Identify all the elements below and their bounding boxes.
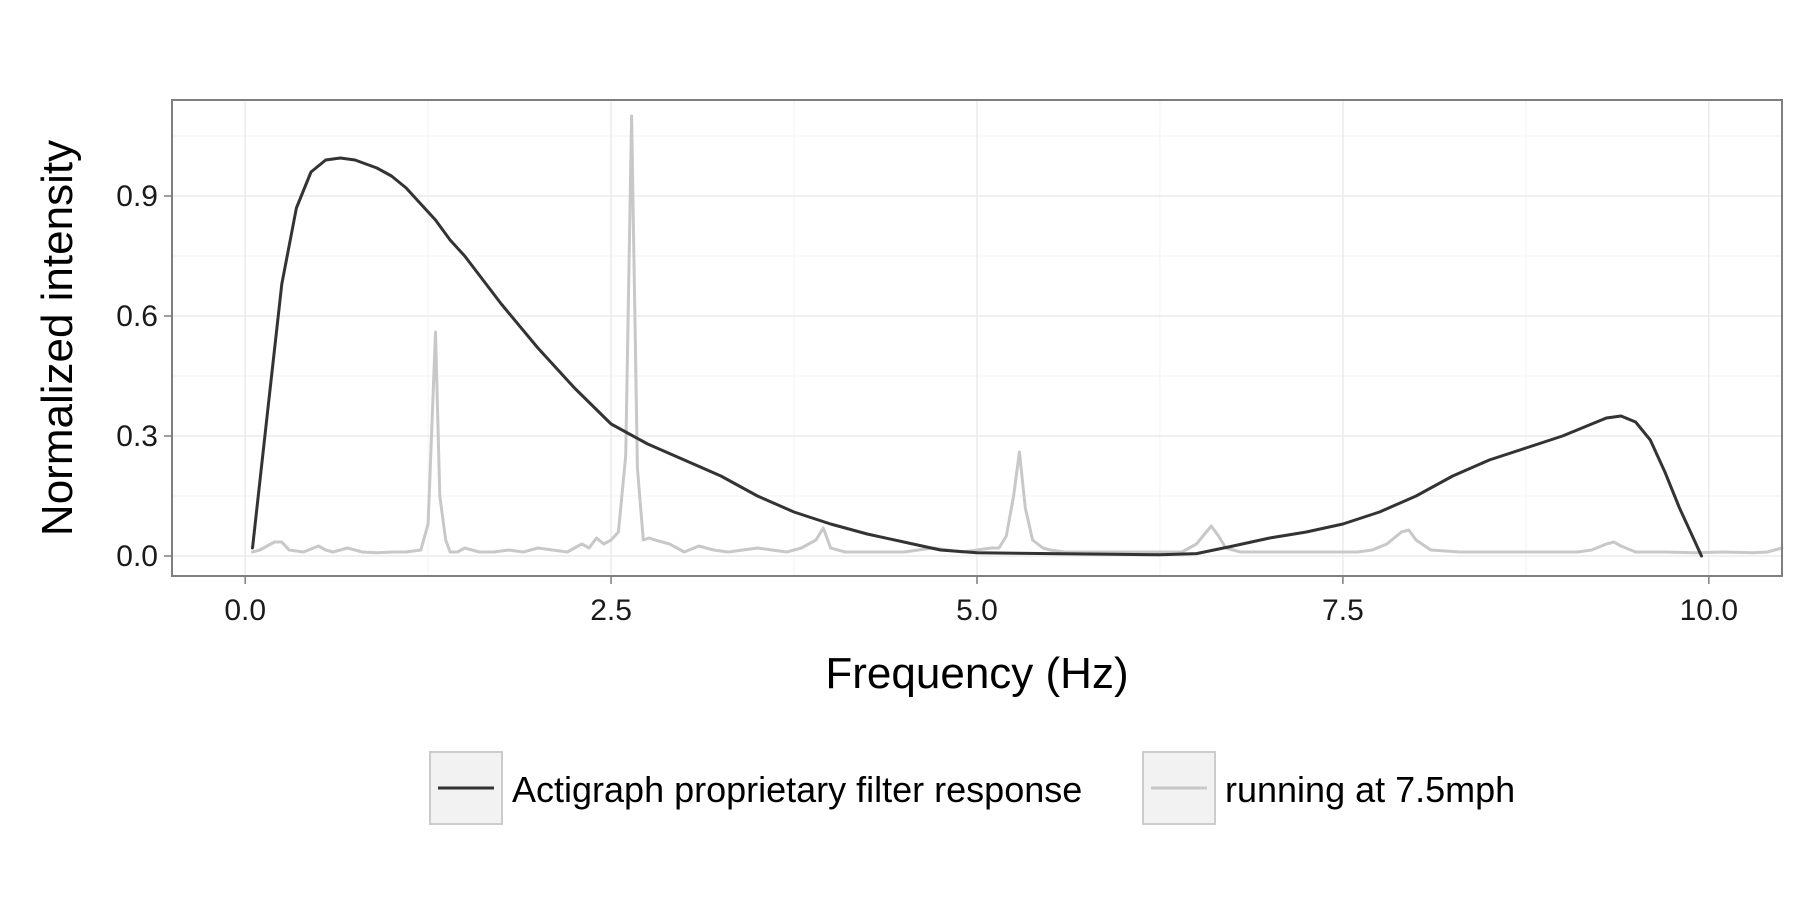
x-tick-label-0: 0.0 bbox=[224, 594, 266, 627]
series-line-1 bbox=[251, 114, 1784, 555]
x-tick-label-4: 10.0 bbox=[1680, 594, 1738, 627]
legend-label-1: running at 7.5mph bbox=[1225, 769, 1515, 810]
y-tick-label-1: 0.3 bbox=[116, 420, 158, 453]
series-line-0 bbox=[251, 156, 1703, 558]
y-axis-title: Normalized intensity bbox=[33, 140, 82, 536]
y-tick-label-3: 0.9 bbox=[116, 180, 158, 213]
x-axis-title: Frequency (Hz) bbox=[825, 649, 1128, 698]
legend-label-0: Actigraph proprietary filter response bbox=[512, 769, 1082, 810]
x-axis: 0.0 2.5 5.0 7.5 10.0 bbox=[224, 576, 1738, 627]
x-tick-label-1: 2.5 bbox=[590, 594, 632, 627]
x-tick-label-3: 7.5 bbox=[1322, 594, 1364, 627]
x-tick-label-2: 5.0 bbox=[956, 594, 998, 627]
series-lines bbox=[251, 114, 1784, 558]
major-gridlines bbox=[172, 100, 1782, 576]
legend: Actigraph proprietary filter response ru… bbox=[429, 751, 1515, 825]
y-axis: 0.0 0.3 0.6 0.9 bbox=[116, 180, 172, 573]
y-tick-label-0: 0.0 bbox=[116, 540, 158, 573]
y-tick-label-2: 0.6 bbox=[116, 300, 158, 333]
